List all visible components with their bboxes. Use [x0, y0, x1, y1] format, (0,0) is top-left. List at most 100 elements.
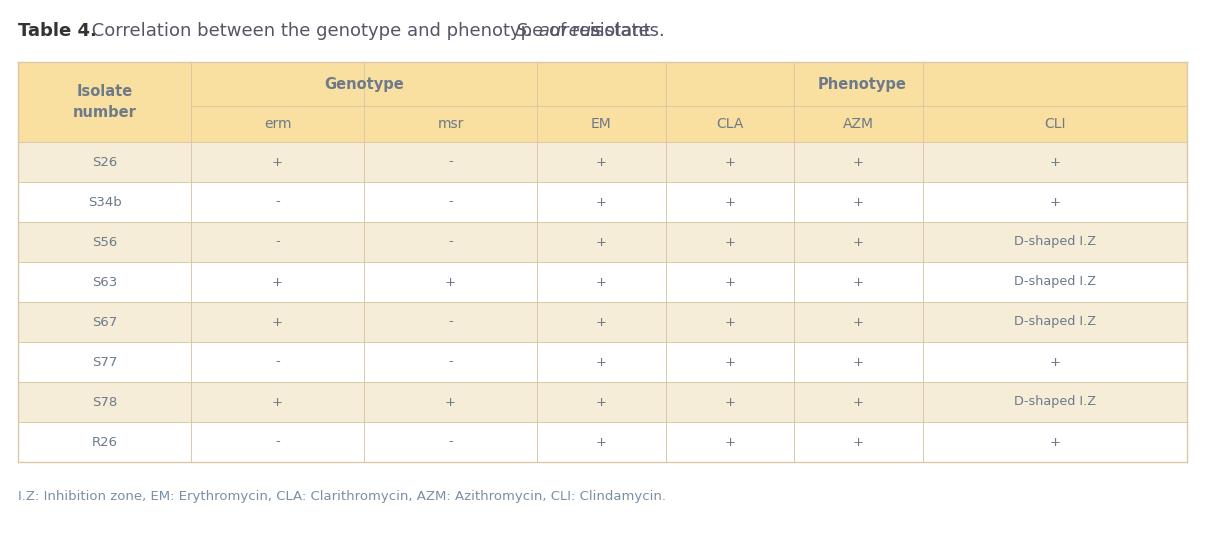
Text: Genotype: Genotype	[324, 76, 404, 91]
Text: +: +	[724, 195, 735, 208]
Text: S63: S63	[92, 275, 117, 288]
Bar	[923, 382, 1187, 422]
Text: CLI: CLI	[1045, 117, 1065, 131]
Text: Correlation between the genotype and phenotype of resistant: Correlation between the genotype and phe…	[86, 22, 657, 40]
Text: +: +	[853, 395, 864, 409]
Bar	[794, 182, 923, 222]
Text: +: +	[595, 156, 607, 169]
Bar	[364, 262, 537, 302]
Bar	[18, 62, 192, 142]
Text: isolates.: isolates.	[584, 22, 665, 40]
Bar	[665, 142, 794, 182]
Text: D-shaped I.Z: D-shaped I.Z	[1013, 236, 1097, 249]
Text: Table 4.: Table 4.	[18, 22, 96, 40]
Text: +: +	[595, 236, 607, 249]
Bar	[537, 262, 665, 302]
Bar	[794, 382, 923, 422]
Bar	[537, 142, 665, 182]
Bar	[18, 222, 192, 262]
Bar	[794, 262, 923, 302]
Bar	[923, 422, 1187, 462]
Text: EM: EM	[590, 117, 612, 131]
Bar	[665, 302, 794, 342]
Bar	[923, 142, 1187, 182]
Text: +: +	[595, 195, 607, 208]
Text: +: +	[1050, 436, 1060, 448]
Bar	[537, 222, 665, 262]
Bar	[364, 382, 537, 422]
Text: -: -	[448, 156, 453, 169]
Bar	[923, 106, 1187, 142]
Text: +: +	[853, 236, 864, 249]
Text: D-shaped I.Z: D-shaped I.Z	[1013, 316, 1097, 329]
Bar	[18, 262, 192, 302]
Text: +: +	[853, 316, 864, 329]
Bar	[364, 142, 537, 182]
Text: R26: R26	[92, 436, 118, 448]
Bar	[794, 106, 923, 142]
Bar	[665, 342, 794, 382]
Bar	[192, 342, 364, 382]
Bar	[192, 106, 364, 142]
Bar	[192, 182, 364, 222]
Text: +: +	[595, 316, 607, 329]
Bar	[364, 182, 537, 222]
Text: +: +	[595, 395, 607, 409]
Bar	[537, 422, 665, 462]
Text: -: -	[275, 236, 280, 249]
Text: +: +	[724, 156, 735, 169]
Text: +: +	[853, 156, 864, 169]
Bar	[18, 182, 192, 222]
Text: +: +	[853, 355, 864, 368]
Bar	[192, 222, 364, 262]
Text: +: +	[595, 436, 607, 448]
Text: -: -	[448, 236, 453, 249]
Text: -: -	[275, 355, 280, 368]
Bar	[192, 422, 364, 462]
Text: +: +	[272, 316, 283, 329]
Text: S56: S56	[92, 236, 117, 249]
Bar	[364, 222, 537, 262]
Bar	[665, 262, 794, 302]
Text: S26: S26	[92, 156, 117, 169]
Bar	[18, 142, 192, 182]
Text: D-shaped I.Z: D-shaped I.Z	[1013, 275, 1097, 288]
Text: +: +	[445, 395, 455, 409]
Bar	[923, 302, 1187, 342]
Bar	[364, 106, 537, 142]
Bar	[794, 302, 923, 342]
Bar	[665, 382, 794, 422]
Bar	[537, 106, 665, 142]
Text: CLA: CLA	[716, 117, 743, 131]
Bar	[537, 302, 665, 342]
Bar	[537, 382, 665, 422]
Text: +: +	[1050, 195, 1060, 208]
Text: erm: erm	[264, 117, 292, 131]
Text: S34b: S34b	[88, 195, 122, 208]
Text: +: +	[445, 275, 455, 288]
Bar	[18, 342, 192, 382]
Bar	[923, 342, 1187, 382]
Text: +: +	[724, 236, 735, 249]
Text: -: -	[275, 195, 280, 208]
Text: -: -	[448, 436, 453, 448]
Text: +: +	[724, 316, 735, 329]
Text: AZM: AZM	[844, 117, 874, 131]
Text: +: +	[853, 275, 864, 288]
Bar	[794, 422, 923, 462]
Bar	[192, 382, 364, 422]
Bar	[794, 222, 923, 262]
Bar	[18, 382, 192, 422]
Text: I.Z: Inhibition zone, EM: Erythromycin, CLA: Clarithromycin, AZM: Azithromycin, : I.Z: Inhibition zone, EM: Erythromycin, …	[18, 490, 666, 503]
Text: +: +	[272, 395, 283, 409]
Text: Isolate
number: Isolate number	[72, 84, 136, 120]
Text: msr: msr	[437, 117, 464, 131]
Bar	[537, 182, 665, 222]
Bar	[192, 62, 537, 106]
Text: -: -	[448, 316, 453, 329]
Text: +: +	[272, 275, 283, 288]
Bar	[923, 262, 1187, 302]
Text: +: +	[853, 195, 864, 208]
Text: S. aureus: S. aureus	[516, 22, 600, 40]
Text: -: -	[448, 355, 453, 368]
